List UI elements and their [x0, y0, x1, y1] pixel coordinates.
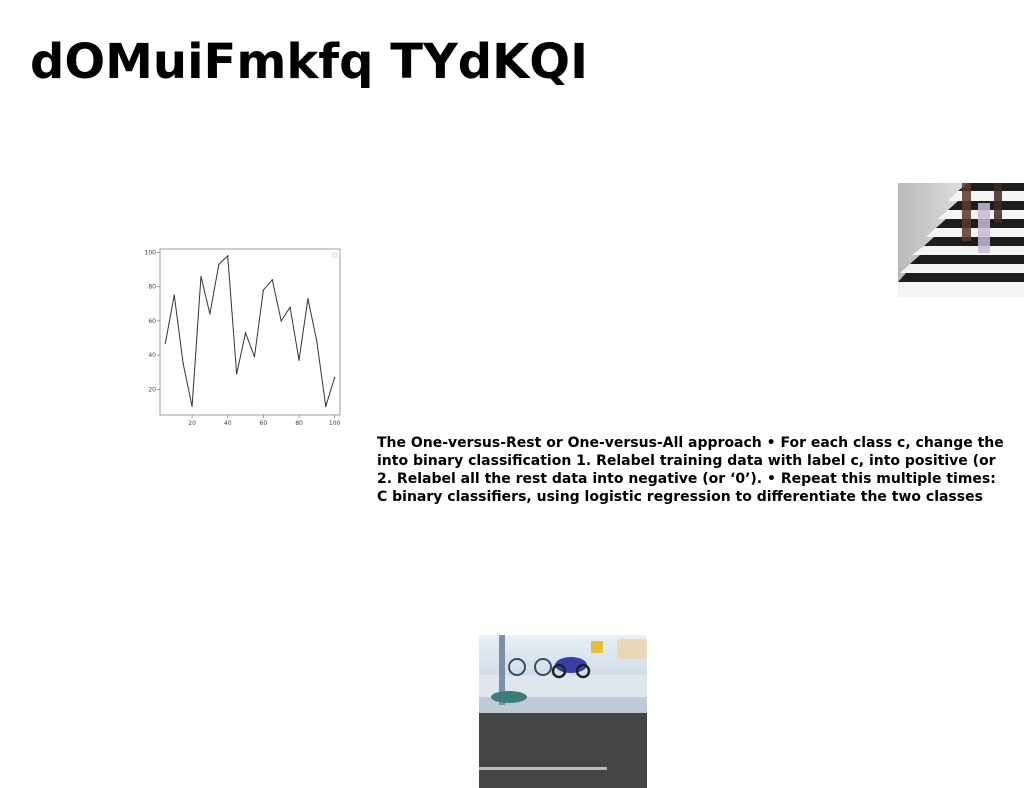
- data-point: [334, 376, 336, 378]
- data-point: [253, 356, 256, 358]
- y-tick-label: 80: [148, 284, 156, 291]
- x-tick-label: 60: [260, 420, 268, 427]
- data-point: [298, 359, 300, 361]
- data-point: [325, 405, 327, 408]
- legend-box: [332, 252, 338, 258]
- slide-body-text: The One-versus-Rest or One-versus-All ap…: [377, 434, 1024, 506]
- data-point: [200, 275, 202, 277]
- body-text-line: 2. Relabel all the rest data into negati…: [377, 471, 996, 487]
- stairs-photo: [898, 183, 1024, 297]
- data-point: [262, 289, 264, 291]
- page-title: dOMuiFmkfq TYdKQI: [30, 34, 588, 90]
- line-chart: 20 40 60 80 100 20 40 60 80 100: [142, 245, 344, 427]
- street-photo: [479, 635, 647, 788]
- body-text-line: into binary classification 1. Relabel tr…: [377, 453, 996, 469]
- data-point: [236, 373, 238, 375]
- body-text-line: The One-versus-Rest or One-versus-All ap…: [377, 435, 1004, 451]
- body-text-line: C binary classifiers, using logistic reg…: [377, 489, 983, 505]
- chart-ticks: 20 40 60 80 100 20 40 60 80 100: [145, 249, 341, 427]
- x-tick-label: 40: [224, 420, 232, 427]
- x-tick-label: 100: [329, 420, 341, 427]
- y-tick-label: 60: [148, 318, 156, 325]
- data-point: [191, 405, 193, 408]
- data-point: [289, 306, 291, 308]
- data-point: [209, 313, 211, 315]
- data-point: [271, 279, 273, 281]
- data-point: [307, 298, 309, 300]
- chart-series: [164, 254, 336, 408]
- data-point: [173, 294, 175, 296]
- data-point: [227, 255, 229, 257]
- y-tick-label: 20: [148, 386, 156, 393]
- y-tick-label: 40: [148, 352, 156, 359]
- data-point: [164, 342, 166, 344]
- line-chart-svg: 20 40 60 80 100 20 40 60 80 100: [145, 248, 341, 427]
- series-line: [164, 254, 336, 407]
- data-point: [280, 320, 282, 322]
- data-point: [218, 263, 220, 266]
- x-tick-label: 20: [188, 420, 196, 427]
- y-tick-label: 100: [145, 249, 157, 256]
- data-point: [316, 340, 318, 343]
- data-point: [244, 332, 247, 334]
- plot-frame: [159, 248, 341, 416]
- data-point: [182, 363, 184, 365]
- x-tick-label: 80: [295, 420, 303, 427]
